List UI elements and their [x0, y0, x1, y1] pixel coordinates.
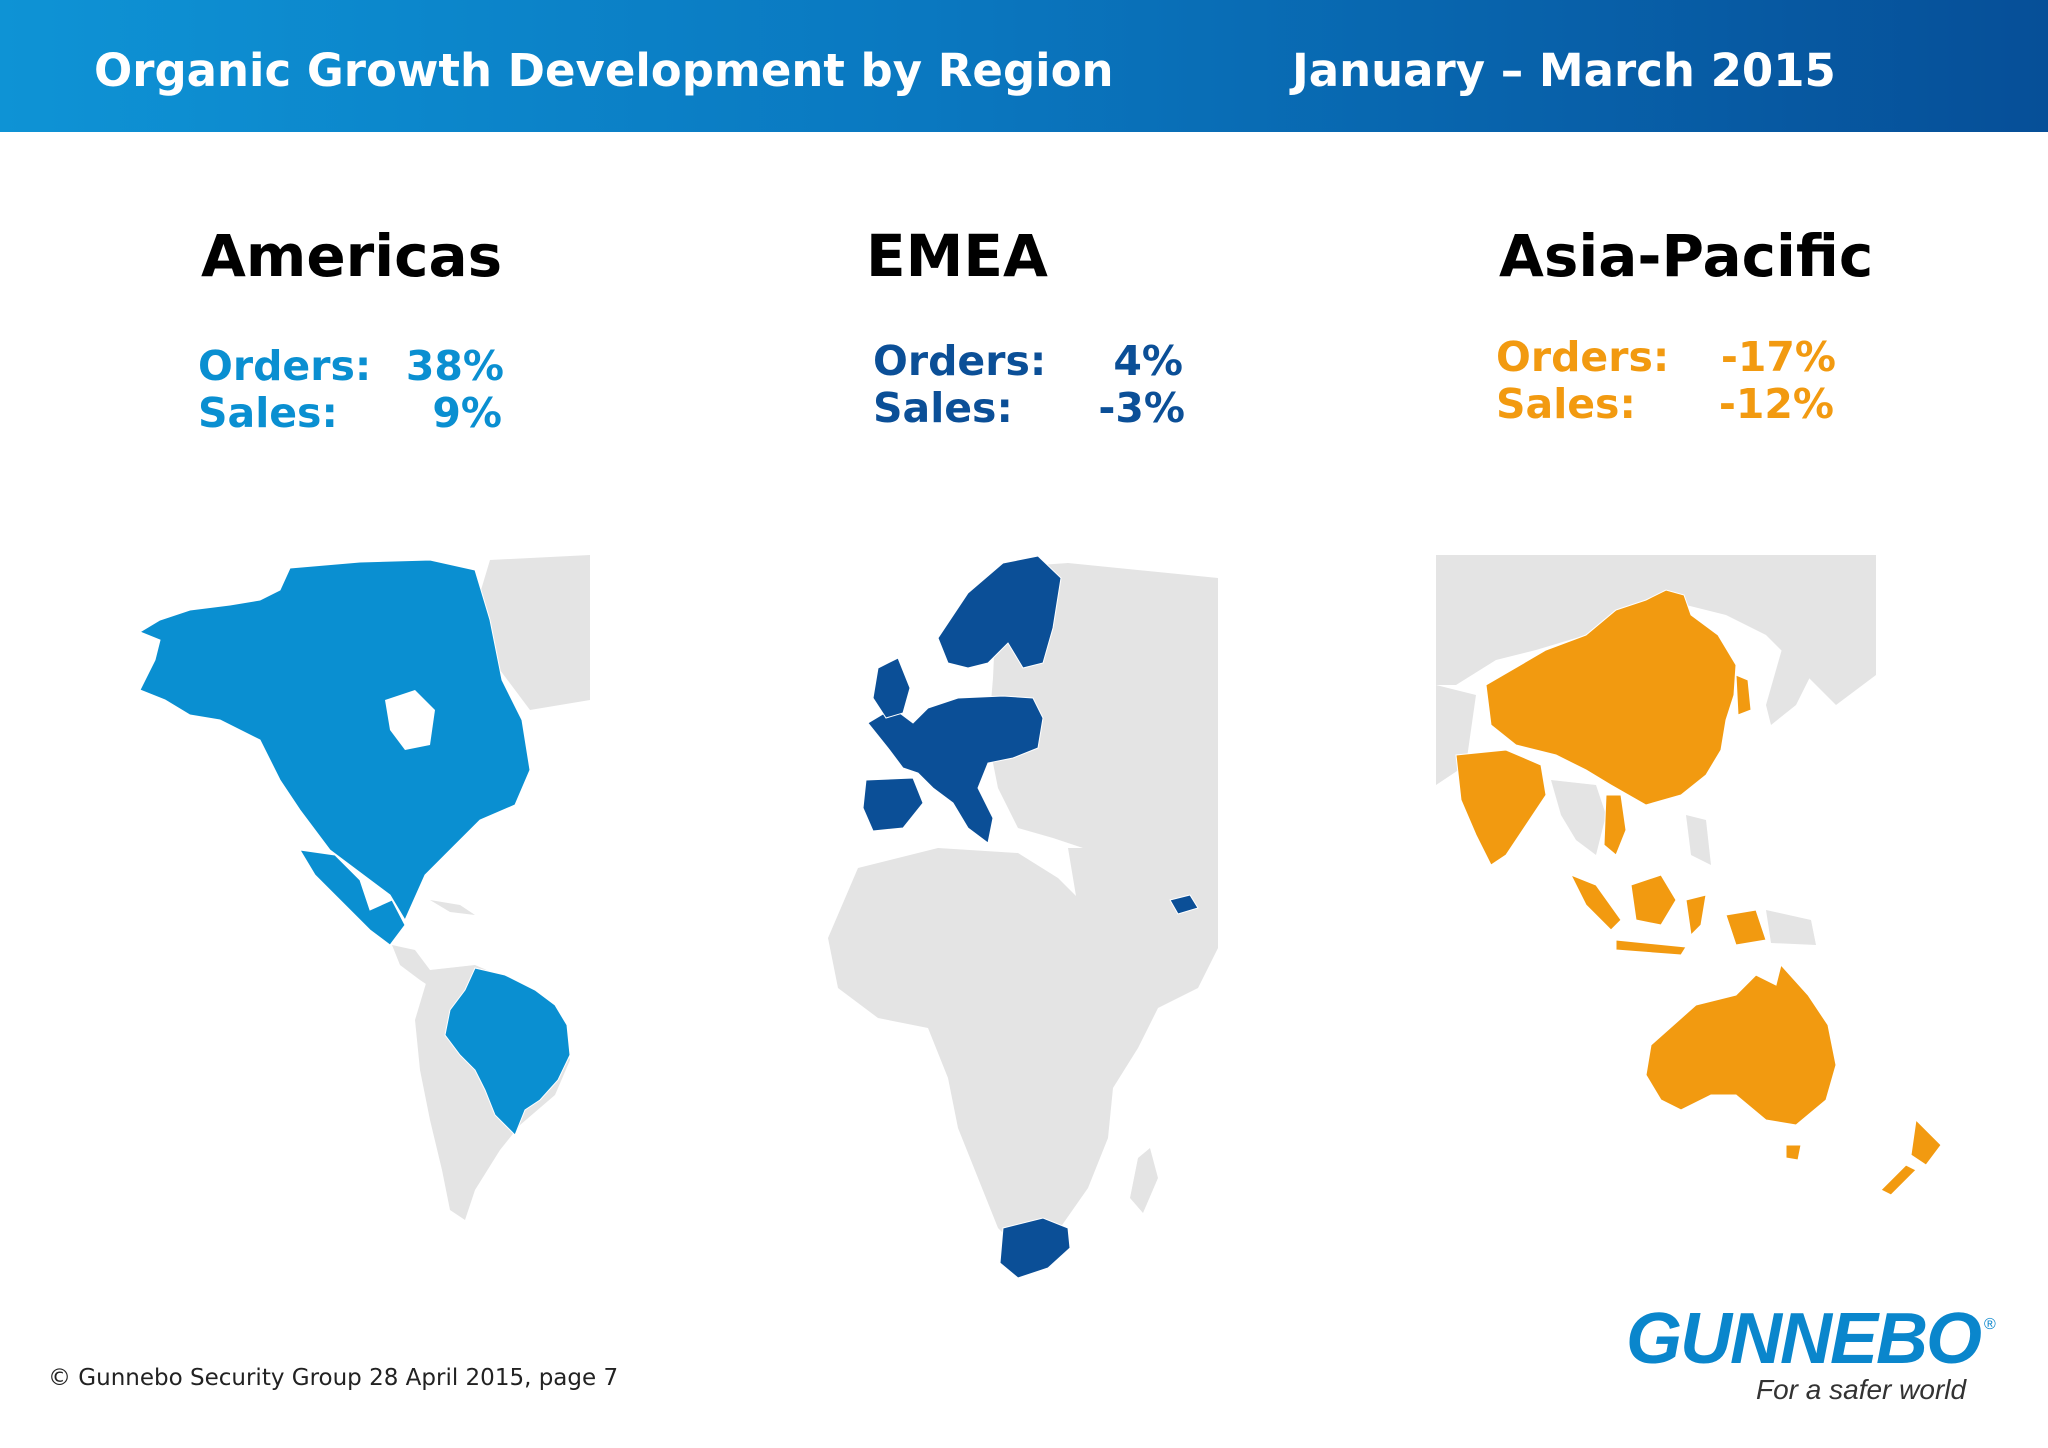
philippines-shape: [1686, 815, 1711, 865]
sales-value-americas: 9%: [432, 389, 502, 437]
metrics-emea: Orders: 4% Sales: -3%: [873, 338, 1185, 432]
uk-shape: [872, 657, 911, 719]
china-shape: [1485, 589, 1737, 806]
sales-label: Sales:: [1496, 380, 1636, 428]
region-title-asia-pacific: Asia-Pacific: [1499, 222, 1874, 290]
korea-shape: [1735, 674, 1752, 716]
hudson-bay-shape: [385, 690, 435, 750]
orders-row-emea: Orders: 4%: [873, 338, 1185, 385]
sulawesi-shape: [1685, 894, 1707, 937]
metrics-americas: Orders: 38% Sales: 9%: [198, 343, 504, 437]
australia-shape: [1645, 963, 1837, 1126]
sumatra-shape: [1569, 874, 1622, 931]
orders-label: Orders:: [198, 342, 372, 390]
logo-wordmark: GUNNEBO: [1626, 1299, 1982, 1379]
sales-label: Sales:: [873, 384, 1013, 432]
north-america-shape: [138, 559, 531, 922]
orders-label: Orders:: [873, 337, 1047, 385]
mexico-shape: [299, 849, 406, 946]
reporting-period: January – March 2015: [1292, 44, 1836, 97]
sales-row-asia-pacific: Sales: -12%: [1496, 381, 1836, 428]
sales-value-asia-pacific: -12%: [1718, 380, 1834, 428]
orders-row-asia-pacific: Orders: -17%: [1496, 334, 1836, 381]
vietnam-shape: [1603, 794, 1627, 856]
sales-label: Sales:: [198, 389, 338, 437]
asia-pacific-map: [1436, 555, 1942, 1196]
nordics-shape: [937, 555, 1062, 669]
sales-value-emea: -3%: [1098, 384, 1185, 432]
central-america-shape: [392, 945, 435, 990]
orders-row-americas: Orders: 38%: [198, 343, 504, 390]
new-zealand-shape: [1910, 1118, 1942, 1166]
orders-label: Orders:: [1496, 333, 1670, 381]
caribbean-shape: [430, 900, 475, 915]
india-shape: [1455, 749, 1547, 866]
uae-shape: [1169, 894, 1199, 915]
americas-map: [138, 555, 590, 1220]
header-band: Organic Growth Development by Region Jan…: [0, 0, 2048, 132]
papua-grey-shape: [1766, 910, 1816, 945]
japan-shape: [1766, 625, 1816, 725]
new-zealand-south-shape: [1880, 1164, 1917, 1196]
logo-registered-mark: ®: [1984, 1316, 1996, 1333]
orders-value-asia-pacific: -17%: [1720, 333, 1836, 381]
western-europe-shape: [867, 695, 1044, 844]
africa-shape: [828, 848, 1158, 1248]
papua-shape: [1725, 909, 1767, 946]
south-africa-shape: [999, 1217, 1071, 1279]
brazil-shape: [444, 967, 571, 1136]
region-title-emea: EMEA: [866, 222, 1048, 290]
madagascar-shape: [1130, 1148, 1158, 1213]
java-shape: [1615, 939, 1687, 956]
greenland-shape: [475, 555, 590, 710]
northern-asia-shape: [1436, 555, 1876, 705]
iberia-shape: [862, 777, 924, 832]
southeast-asia-grey-shape: [1551, 780, 1606, 855]
sales-row-americas: Sales: 9%: [198, 390, 504, 437]
metrics-asia-pacific: Orders: -17% Sales: -12%: [1496, 334, 1836, 428]
region-title-americas: Americas: [201, 222, 503, 290]
borneo-shape: [1630, 874, 1677, 926]
middle-east-shape: [1068, 848, 1218, 1008]
orders-value-americas: 38%: [405, 342, 504, 390]
sales-row-emea: Sales: -3%: [873, 385, 1185, 432]
page-title: Organic Growth Development by Region: [94, 44, 1114, 97]
emea-map: [828, 555, 1218, 1279]
tasmania-shape: [1785, 1144, 1802, 1161]
footer-copyright: © Gunnebo Security Group 28 April 2015, …: [48, 1365, 619, 1391]
logo-tagline: For a safer world: [1756, 1374, 1967, 1405]
gunnebo-logo: GUNNEBO ® For a safer world: [1626, 1298, 2006, 1408]
orders-value-emea: 4%: [1113, 337, 1183, 385]
